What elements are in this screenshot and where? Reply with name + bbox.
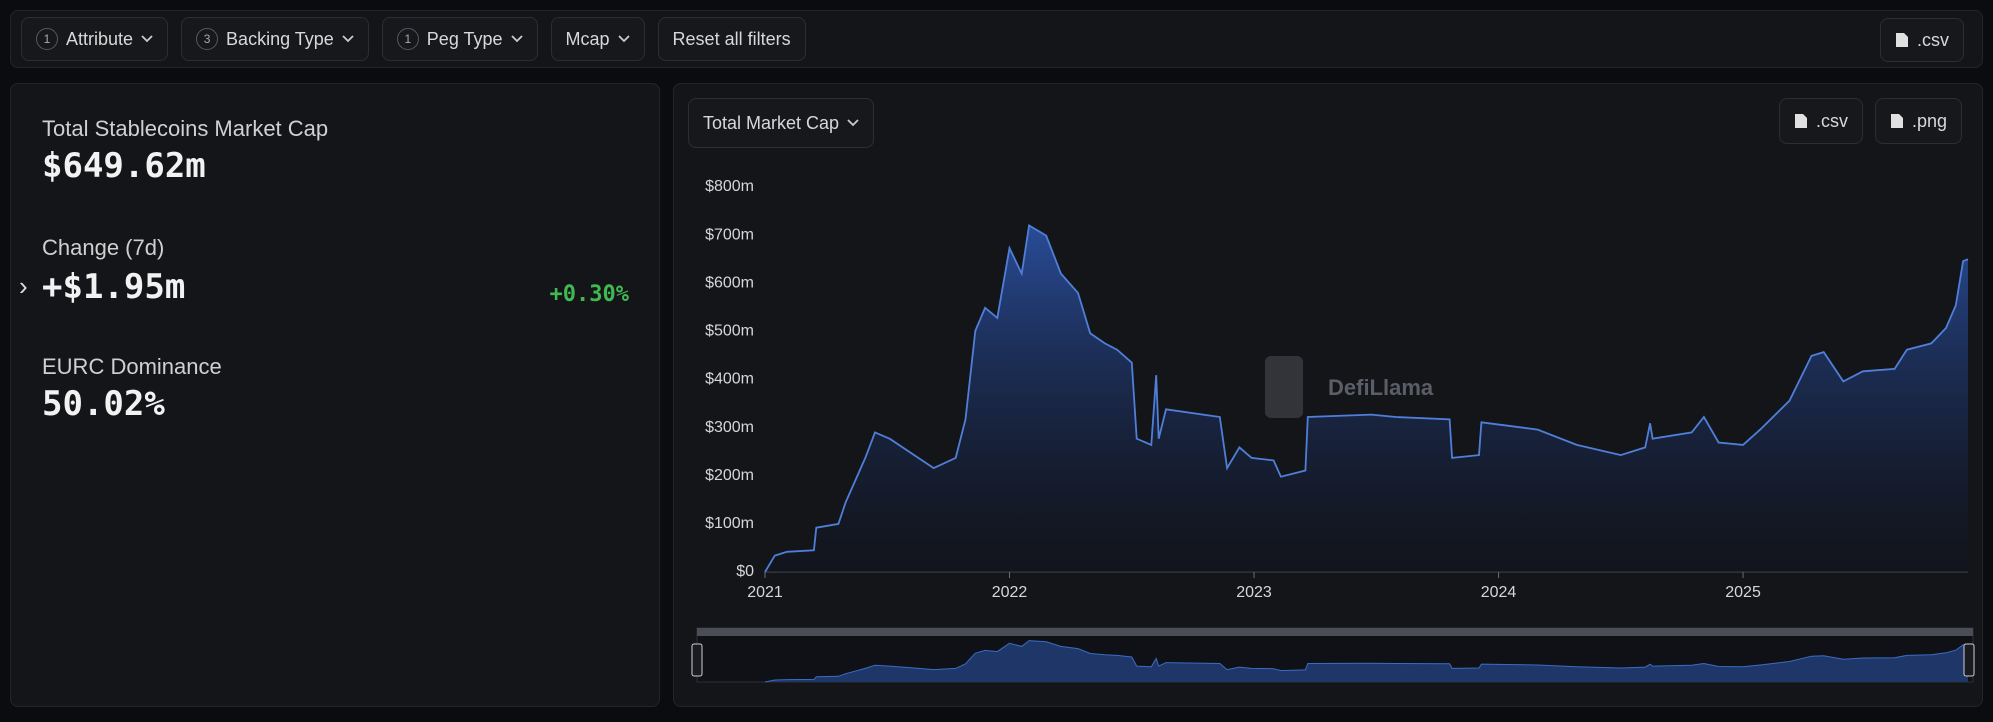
change-percent: +0.30% [549, 282, 629, 307]
csv-download[interactable]: .csv [1879, 18, 1964, 62]
file-icon [1895, 33, 1908, 47]
stat-value: $649.62m [42, 146, 206, 186]
filter-count: 1 [396, 28, 419, 50]
stat-value: 50.02% [42, 384, 165, 424]
x-tick-label: 2025 [1725, 584, 1761, 601]
chevron [617, 35, 630, 43]
area [765, 225, 1968, 572]
y-tick-label: $300m [705, 419, 754, 436]
filter-button[interactable]: 1 Peg Type [381, 17, 538, 61]
stat-label: Change (7d) [42, 235, 165, 260]
metric-dropdown[interactable]: Total Market Cap [688, 98, 875, 148]
file-icon [1890, 114, 1903, 128]
filter-count: 3 [196, 28, 219, 50]
chart-panel: Total Market Cap .csv .png [673, 83, 1983, 707]
x-tick-label: 2021 [747, 584, 783, 601]
filter-label: Mcap [565, 28, 610, 49]
y-tick-label: $100m [705, 515, 754, 532]
stat-value: +$1.95m [42, 267, 186, 307]
dropdown-label: Total Market Cap [703, 112, 840, 133]
y-tick-label: $500m [705, 323, 754, 340]
filter-label: Reset all filters [672, 28, 791, 49]
navigator-bar [697, 628, 1973, 636]
button-label: .csv [1916, 29, 1949, 50]
watermark: DefiLlama [1328, 375, 1434, 400]
navigator-line [764, 640, 1969, 683]
filter-button[interactable]: Mcap [550, 17, 645, 61]
line [764, 224, 1969, 573]
stat-label: EURC Dominance [42, 354, 222, 379]
stat-label: Total Stablecoins Market Cap [42, 116, 329, 141]
expand-chevron[interactable]: › [19, 271, 28, 301]
filter-label: Attribute [66, 28, 134, 49]
chevron [141, 35, 153, 43]
stats-panel: Total Stablecoins Market Cap $649.62m Ch… [10, 83, 660, 707]
navigator-handle [1963, 643, 1975, 677]
filter-label: Peg Type [426, 28, 503, 49]
y-tick-label: $800m [705, 178, 754, 195]
filter-button[interactable]: Reset all filters [657, 17, 806, 61]
x-tick-label: 2023 [1236, 584, 1272, 601]
y-tick-label: $700m [705, 226, 754, 243]
y-tick-label: $0 [736, 563, 754, 580]
button-label: .png [1911, 110, 1947, 131]
y-tick-label: $400m [705, 371, 754, 388]
x-tick-label: 2024 [1481, 584, 1517, 601]
chart-download[interactable]: .csv [1778, 98, 1863, 144]
watermark-logo [1265, 356, 1303, 418]
y-tick-label: $600m [705, 274, 754, 291]
filter-count: 1 [36, 28, 58, 50]
chevron [342, 35, 354, 43]
button-label: .csv [1815, 110, 1848, 131]
file-icon [1794, 114, 1807, 128]
chevron [847, 119, 859, 127]
chart-download[interactable]: .png [1874, 98, 1962, 144]
chart-buttons: .csv .png [1778, 98, 1962, 144]
y-tick-label: $200m [705, 467, 754, 484]
filter-button[interactable]: 3 Backing Type [181, 17, 369, 61]
filter-label: Backing Type [226, 28, 334, 49]
chevron [510, 35, 523, 43]
x-tick-label: 2022 [992, 584, 1028, 601]
filter-button[interactable]: 1 Attribute [21, 17, 169, 61]
filter-bar: 1 Attribute 3 Backing Type 1 Peg Type Mcap Rese… [10, 10, 1983, 68]
navigator-handle [691, 643, 703, 677]
navigator-area [765, 640, 1968, 682]
